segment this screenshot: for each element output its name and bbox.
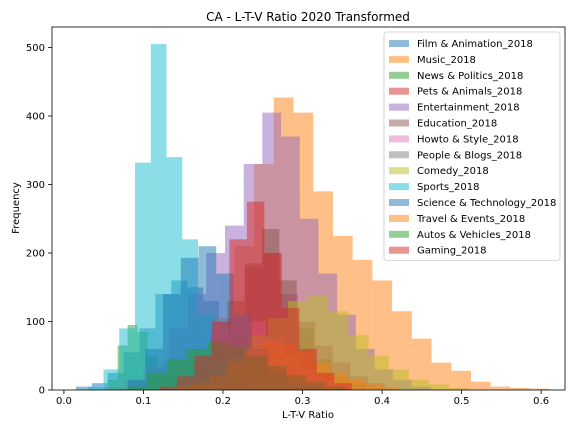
- histogram-bar: [365, 384, 383, 390]
- legend-swatch: [389, 119, 409, 127]
- legend-label: Comedy_2018: [417, 166, 489, 177]
- y-tick-label: 500: [26, 43, 45, 54]
- legend-swatch: [389, 103, 409, 111]
- histogram-bar: [127, 379, 146, 390]
- x-tick-label: 0.4: [374, 396, 390, 407]
- legend-swatch: [389, 199, 409, 206]
- histogram-bar: [91, 383, 108, 390]
- legend-label: Autos & Vehicles_2018: [417, 230, 531, 241]
- histogram-bar: [348, 335, 369, 390]
- legend-swatch: [389, 135, 409, 143]
- legend: Film & Animation_2018 Music_2018 News & Po…: [383, 31, 561, 262]
- histogram-bar: [490, 386, 511, 390]
- legend-label: People & Blogs_2018: [417, 150, 522, 161]
- y-tick-label: 200: [26, 249, 45, 260]
- plot-bars: [75, 44, 550, 391]
- histogram-bar: [347, 379, 366, 390]
- y-tick-label: 100: [26, 317, 45, 328]
- y-tick-label: 400: [26, 112, 45, 123]
- legend-label: Pets & Animals_2018: [417, 87, 522, 98]
- x-axis-label: L-T-V Ratio: [282, 410, 334, 421]
- y-tick-label: 0: [39, 386, 45, 397]
- legend-swatch: [389, 151, 409, 159]
- legend-label: Howto & Style_2018: [417, 134, 519, 145]
- histogram-bar: [103, 369, 120, 390]
- legend-frame: [383, 31, 561, 262]
- histogram-bar: [428, 384, 450, 390]
- histogram-bar: [451, 370, 471, 390]
- x-axis: 0.0 0.1 0.2 0.3 0.4 0.5 0.6: [56, 390, 549, 407]
- legend-swatch: [389, 40, 409, 47]
- legend-swatch: [389, 87, 409, 95]
- histogram-bar: [135, 162, 151, 390]
- legend-swatch: [389, 230, 409, 238]
- y-axis: 0 100 200 300 400 500: [26, 43, 52, 397]
- histogram-bar: [87, 386, 104, 390]
- legend-label: Education_2018: [417, 119, 497, 130]
- histogram-bar: [75, 386, 92, 390]
- histogram-bar: [127, 386, 148, 390]
- histogram-bar: [431, 362, 452, 390]
- legend-label: Music_2018: [417, 55, 476, 66]
- legend-label: Film & Animation_2018: [417, 39, 533, 50]
- legend-swatch: [389, 183, 409, 191]
- x-tick-label: 0.1: [136, 396, 152, 407]
- histogram-bar: [388, 369, 409, 390]
- histogram-bar: [449, 387, 470, 390]
- x-tick-label: 0.0: [56, 396, 72, 407]
- histogram-bar: [299, 348, 317, 390]
- chart-title: CA - L-T-V Ratio 2020 Transformed: [206, 10, 410, 24]
- x-tick-label: 0.5: [454, 396, 470, 407]
- legend-label: Travel & Events_2018: [416, 214, 525, 225]
- legend-swatch: [389, 214, 409, 222]
- legend-swatch: [389, 167, 409, 175]
- plot-frame: [51, 26, 566, 391]
- histogram-bar: [211, 321, 230, 390]
- histogram-bar: [408, 379, 429, 390]
- histogram-bar: [281, 307, 300, 390]
- histogram-bar: [150, 44, 167, 391]
- x-tick-label: 0.6: [533, 396, 549, 407]
- legend-swatch: [389, 55, 409, 63]
- series-13: [159, 201, 352, 390]
- histogram-bar: [246, 201, 265, 390]
- histogram-bar: [316, 372, 335, 390]
- histogram-bar: [229, 239, 247, 390]
- histogram-bar: [147, 372, 168, 390]
- y-axis-label: Frequency: [11, 182, 22, 234]
- histogram-bar: [510, 387, 531, 390]
- histogram-bar: [530, 388, 550, 390]
- histogram-bar: [159, 386, 177, 390]
- y-tick-label: 300: [26, 180, 45, 191]
- histogram-bar: [411, 338, 432, 390]
- histogram-bar: [470, 381, 491, 390]
- histogram-bar: [194, 355, 212, 390]
- legend-swatch: [389, 246, 409, 254]
- legend-swatch: [389, 71, 409, 79]
- legend-label: Entertainment_2018: [417, 103, 520, 114]
- histogram-bar: [382, 387, 400, 390]
- histogram-bar: [328, 311, 349, 390]
- legend-label: News & Politics_2018: [417, 71, 523, 82]
- histogram-bar: [119, 328, 136, 390]
- histogram-bar: [334, 383, 352, 390]
- histogram-bar: [368, 355, 389, 390]
- legend-label: Science & Technology_2018: [417, 198, 556, 209]
- histogram-bar: [264, 253, 282, 390]
- legend-label: Sports_2018: [417, 182, 480, 193]
- legend-label: Gaming_2018: [417, 246, 487, 257]
- histogram-bar: [176, 376, 195, 390]
- x-tick-label: 0.2: [215, 396, 231, 407]
- x-tick-label: 0.3: [295, 396, 311, 407]
